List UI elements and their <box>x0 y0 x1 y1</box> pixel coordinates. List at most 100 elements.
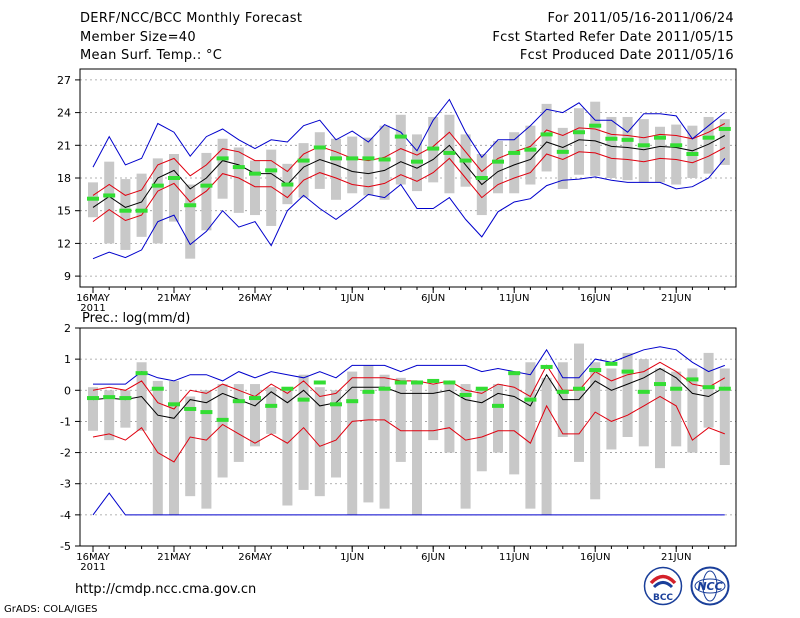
marker <box>654 382 666 387</box>
marker <box>556 149 569 154</box>
series-lower-spread <box>92 147 726 223</box>
marker <box>330 402 342 407</box>
source-url[interactable]: http://cmdp.ncc.cma.gov.cn <box>75 582 257 597</box>
forecast-period: For 2011/05/16-2011/06/24 <box>547 11 734 26</box>
marker <box>184 406 197 411</box>
fcst-produced-date: Fcst Produced Date 2011/05/16 <box>519 48 734 63</box>
range-box <box>412 384 422 515</box>
marker <box>573 130 585 135</box>
range-box <box>719 368 730 466</box>
y-tick-label: 2 <box>64 322 71 335</box>
y-tick-label: 0 <box>64 384 71 397</box>
range-box <box>606 368 617 450</box>
marker <box>103 193 116 198</box>
y-tick-label: 21 <box>57 139 71 152</box>
panel-temperature: 9 12 15 18 21 24 27 16MAY 21MAY 26MAY 1JUN 6JUN 11JU… <box>57 68 737 314</box>
range-box <box>460 384 471 509</box>
x-tick-label: 1JUN <box>340 552 364 563</box>
range-box <box>509 371 520 475</box>
range-box <box>606 116 617 178</box>
marker <box>637 143 650 148</box>
range-box <box>347 136 358 194</box>
marker <box>508 150 521 155</box>
range-box <box>574 343 584 462</box>
x-year-label: 2011 <box>80 562 105 573</box>
range-box <box>703 116 714 174</box>
marker <box>654 135 666 140</box>
marker <box>459 158 472 163</box>
marker <box>232 165 245 170</box>
series-lower-spread <box>92 395 725 463</box>
range-box <box>719 119 730 165</box>
y-tick-label: 15 <box>57 205 71 218</box>
marker <box>362 389 375 394</box>
range-box <box>379 125 390 200</box>
ncc-logo: NCC <box>690 566 730 606</box>
range-box <box>687 125 698 178</box>
range-box <box>233 384 244 462</box>
range-box <box>120 390 131 428</box>
marker <box>378 157 391 162</box>
y-tick-label: 9 <box>64 270 71 283</box>
x-tick-label: 1JUN <box>340 293 364 304</box>
x-tick-label: 26MAY <box>238 293 272 304</box>
marker <box>475 386 488 391</box>
range-box <box>282 390 293 506</box>
marker <box>330 156 342 161</box>
range-box <box>703 352 714 428</box>
range-box <box>541 377 552 515</box>
marker <box>119 396 132 401</box>
member-size-label: Member Size=40 <box>80 30 196 45</box>
marker <box>265 168 278 173</box>
marker <box>281 182 294 187</box>
range-box <box>395 114 406 185</box>
x-tick-label: 6JUN <box>421 293 445 304</box>
range-box <box>655 368 665 469</box>
range-box <box>152 380 163 515</box>
marker <box>443 150 456 155</box>
marker <box>249 396 261 401</box>
range-box <box>250 160 260 216</box>
x-year-label: 2011 <box>80 303 105 314</box>
x-tick-label: 16MAY <box>76 552 110 563</box>
plot-frame <box>79 327 737 547</box>
marker <box>621 369 634 374</box>
marker <box>200 183 213 188</box>
y-tick-label: -2 <box>60 447 71 460</box>
range-box <box>217 138 228 199</box>
x-tick-label: 16MAY <box>76 293 110 304</box>
range-box <box>428 384 439 441</box>
x-tick-label: 16JUN <box>580 293 610 304</box>
range-box <box>298 374 309 490</box>
marker <box>216 156 229 161</box>
range-box <box>493 140 503 194</box>
marker <box>475 176 488 180</box>
grads-credit: GrADS: COLA/IGES <box>4 604 98 615</box>
marker <box>670 386 683 391</box>
marker <box>394 380 407 385</box>
marker <box>135 371 148 376</box>
range-box <box>104 390 115 441</box>
range-box <box>622 116 633 181</box>
marker <box>686 152 699 157</box>
marker <box>151 183 164 188</box>
range-box <box>379 374 390 509</box>
x-tick-label: 6JUN <box>421 552 445 563</box>
range-box <box>574 108 584 175</box>
panel-precipitation: -5 -4 -3 -2 -1 0 1 2 16MAY 21MAY 26MAY 1JUN 6JUN 11JU… <box>60 322 737 573</box>
marker <box>540 364 553 369</box>
marker <box>297 158 310 163</box>
range-box <box>363 137 374 196</box>
series-ensemble-min <box>92 158 726 260</box>
marker <box>556 389 569 394</box>
marker <box>265 403 278 408</box>
chart-title: DERF/NCC/BCC Monthly Forecast <box>80 11 303 26</box>
range-box <box>347 371 358 515</box>
marker <box>492 403 504 408</box>
marker <box>670 143 683 148</box>
y-tick-label: 18 <box>57 172 71 185</box>
range-box <box>266 387 277 434</box>
range-box <box>655 126 665 183</box>
range-box <box>314 132 325 189</box>
marker <box>702 135 715 140</box>
